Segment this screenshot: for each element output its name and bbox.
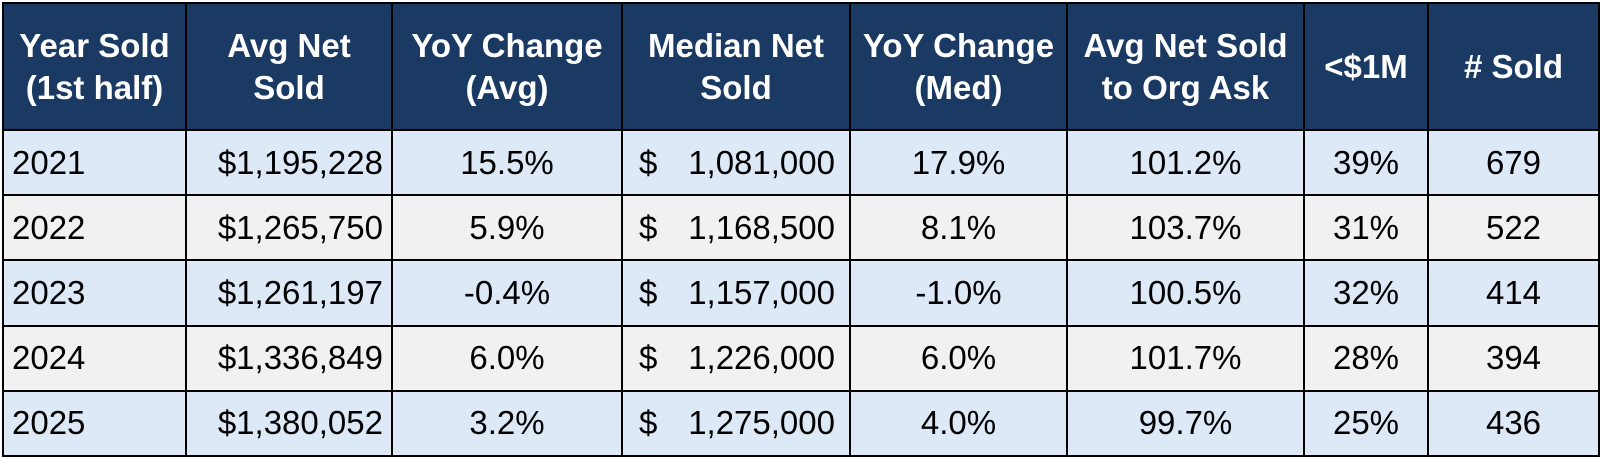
header-yoy-change-avg: YoY Change (Avg) — [391, 2, 623, 131]
cell-under-1m: 39% — [1303, 128, 1429, 197]
table-row: 2022 $1,265,750 5.9% $ 1,168,500 8.1% 10… — [2, 194, 1600, 262]
cell-avg-to-ask: 103.7% — [1066, 194, 1305, 262]
cell-num-sold: 414 — [1427, 259, 1600, 327]
cell-under-1m: 28% — [1303, 324, 1429, 392]
median-value: $ 1,275,000 — [639, 404, 835, 442]
cell-avg-to-ask: 101.7% — [1066, 324, 1305, 392]
median-amount: 1,081,000 — [688, 143, 835, 181]
cell-num-sold: 394 — [1427, 324, 1600, 392]
cell-yoy-med: 17.9% — [849, 128, 1068, 197]
cell-under-1m: 31% — [1303, 194, 1429, 262]
cell-yoy-med: 8.1% — [849, 194, 1068, 262]
header-line: (Avg) — [465, 68, 549, 106]
header-under-1m: <$1M — [1303, 2, 1429, 131]
cell-under-1m: 25% — [1303, 389, 1429, 458]
cell-avg-to-ask: 100.5% — [1066, 259, 1305, 327]
cell-year: 2022 — [2, 194, 187, 262]
cell-num-sold: 522 — [1427, 194, 1600, 262]
cell-year: 2023 — [2, 259, 187, 327]
header-line: Avg Net Sold — [1083, 26, 1288, 64]
header-avg-net-sold: Avg Net Sold — [185, 2, 393, 131]
cell-year: 2025 — [2, 389, 187, 458]
header-line: Median Net — [647, 26, 825, 64]
header-line: YoY Change — [411, 26, 603, 64]
header-line: (Med) — [914, 68, 1003, 106]
header-line: Year Sold — [19, 26, 170, 64]
cell-yoy-med: 6.0% — [849, 324, 1068, 392]
header-line: to Org Ask — [1101, 68, 1270, 106]
cell-avg-net-sold: $1,195,228 — [185, 128, 393, 197]
header-line: YoY Change — [862, 26, 1055, 64]
cell-yoy-avg: 3.2% — [391, 389, 623, 458]
median-value: $ 1,226,000 — [639, 339, 835, 377]
currency-symbol: $ — [639, 339, 658, 377]
median-amount: 1,275,000 — [688, 404, 835, 442]
cell-year: 2021 — [2, 128, 187, 197]
header-line: Sold — [700, 68, 772, 106]
header-median-net-sold: Median Net Sold — [621, 2, 851, 131]
cell-yoy-avg: 6.0% — [391, 324, 623, 392]
currency-symbol: $ — [639, 208, 658, 246]
cell-avg-net-sold: $1,265,750 — [185, 194, 393, 262]
cell-yoy-med: -1.0% — [849, 259, 1068, 327]
cell-avg-to-ask: 101.2% — [1066, 128, 1305, 197]
header-avg-net-sold-to-ask: Avg Net Sold to Org Ask — [1066, 2, 1305, 131]
cell-avg-net-sold: $1,380,052 — [185, 389, 393, 458]
cell-median-net-sold: $ 1,275,000 — [621, 389, 851, 458]
table-row: 2024 $1,336,849 6.0% $ 1,226,000 6.0% 10… — [2, 324, 1600, 392]
header-yoy-change-med: YoY Change (Med) — [849, 2, 1068, 131]
median-amount: 1,168,500 — [688, 208, 835, 246]
cell-avg-net-sold: $1,336,849 — [185, 324, 393, 392]
currency-symbol: $ — [639, 143, 658, 181]
cell-avg-to-ask: 99.7% — [1066, 389, 1305, 458]
cell-yoy-avg: 15.5% — [391, 128, 623, 197]
header-num-sold: # Sold — [1427, 2, 1600, 131]
header-row: Year Sold (1st half) Avg Net Sold YoY Ch… — [2, 2, 1600, 131]
cell-avg-net-sold: $1,261,197 — [185, 259, 393, 327]
cell-under-1m: 32% — [1303, 259, 1429, 327]
table-row: 2023 $1,261,197 -0.4% $ 1,157,000 -1.0% … — [2, 259, 1600, 327]
currency-symbol: $ — [639, 404, 658, 442]
header-year-sold: Year Sold (1st half) — [2, 2, 187, 131]
header-line: # Sold — [1463, 47, 1564, 85]
table-row: 2025 $1,380,052 3.2% $ 1,275,000 4.0% 99… — [2, 389, 1600, 458]
table-header: Year Sold (1st half) Avg Net Sold YoY Ch… — [2, 2, 1600, 131]
median-value: $ 1,157,000 — [639, 274, 835, 312]
header-line: (1st half) — [25, 68, 164, 106]
cell-num-sold: 679 — [1427, 128, 1600, 197]
median-amount: 1,226,000 — [688, 339, 835, 377]
table-body: 2021 $1,195,228 15.5% $ 1,081,000 17.9% … — [2, 128, 1600, 458]
cell-median-net-sold: $ 1,168,500 — [621, 194, 851, 262]
currency-symbol: $ — [639, 273, 658, 311]
cell-yoy-avg: -0.4% — [391, 259, 623, 327]
cell-median-net-sold: $ 1,226,000 — [621, 324, 851, 392]
cell-median-net-sold: $ 1,157,000 — [621, 259, 851, 327]
header-line: Avg Net — [227, 26, 351, 64]
cell-num-sold: 436 — [1427, 389, 1600, 458]
median-value: $ 1,081,000 — [639, 144, 835, 182]
cell-yoy-med: 4.0% — [849, 389, 1068, 458]
median-value: $ 1,168,500 — [639, 209, 835, 247]
median-amount: 1,157,000 — [688, 273, 835, 311]
header-line: <$1M — [1324, 47, 1408, 85]
cell-year: 2024 — [2, 324, 187, 392]
table-row: 2021 $1,195,228 15.5% $ 1,081,000 17.9% … — [2, 128, 1600, 197]
cell-yoy-avg: 5.9% — [391, 194, 623, 262]
cell-median-net-sold: $ 1,081,000 — [621, 128, 851, 197]
header-line: Sold — [253, 68, 325, 106]
